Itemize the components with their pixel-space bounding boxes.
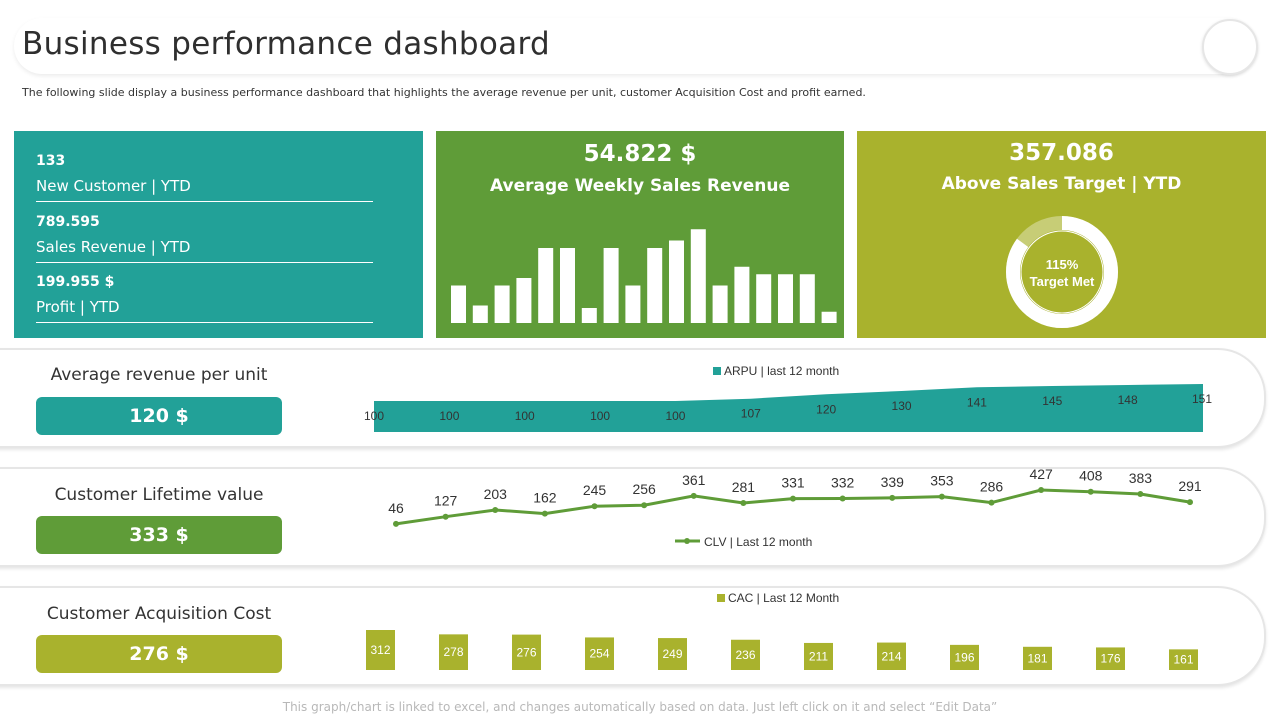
page-title: Business performance dashboard: [22, 26, 550, 62]
arpu-title: Average revenue per unit: [50, 365, 268, 385]
sales-target-value: 357.086: [1009, 140, 1114, 166]
clv-title: Customer Lifetime value: [54, 485, 264, 505]
cac-value-pill: 276 $: [36, 635, 282, 673]
donut-percent: 115%: [1046, 257, 1079, 272]
target-donut-chart: 115% Target Met: [1006, 216, 1118, 328]
donut-arc: [1006, 216, 1118, 328]
clv-value-pill: 333 $: [36, 516, 282, 554]
weekly-sales-bar: [647, 248, 663, 323]
sales-target-panel: 357.086 Above Sales Target | YTD 115% Ta…: [857, 131, 1266, 338]
donut-inner-ring: [1020, 230, 1104, 314]
weekly-sales-value: 54.822 $: [583, 141, 697, 167]
kpi-label: New Customer | YTD: [36, 177, 191, 195]
weekly-sales-bar: [451, 285, 466, 323]
weekly-sales-bar: [778, 274, 793, 323]
donut-caption: Target Met: [1030, 274, 1095, 289]
sales-target-label: Above Sales Target | YTD: [941, 174, 1182, 194]
kpi-value: 133: [36, 153, 66, 169]
page-subtitle: The following slide display a business p…: [22, 86, 866, 99]
weekly-sales-label: Average Weekly Sales Revenue: [489, 176, 791, 196]
weekly-sales-bar: [821, 311, 837, 323]
weekly-sales-bar: [516, 278, 532, 323]
title-decoration-circle: [1202, 19, 1258, 75]
weekly-sales-bar: [756, 274, 772, 323]
weekly-sales-bar: [734, 266, 750, 323]
weekly-sales-bar: [799, 274, 815, 323]
weekly-sales-bar: [712, 285, 728, 323]
weekly-sales-bar: [581, 308, 597, 323]
weekly-sales-bar: [494, 285, 510, 323]
weekly-sales-chart: [451, 229, 837, 323]
kpi-panel: 133 New Customer | YTD 789.595 Sales Rev…: [14, 131, 423, 338]
kpi-new-customer: 133 New Customer | YTD: [36, 153, 373, 202]
weekly-sales-bar: [560, 248, 575, 323]
weekly-sales-bar: [538, 248, 554, 323]
weekly-sales-bar: [625, 285, 641, 323]
kpi-sales-revenue: 789.595 Sales Revenue | YTD: [36, 214, 373, 263]
kpi-label: Profit | YTD: [36, 298, 120, 316]
kpi-value: 199.955 $: [36, 274, 115, 290]
weekly-sales-bar: [669, 240, 684, 323]
kpi-profit: 199.955 $ Profit | YTD: [36, 274, 373, 323]
weekly-sales-panel: 54.822 $ Average Weekly Sales Revenue: [436, 131, 844, 338]
weekly-sales-bar: [690, 229, 706, 323]
title-bar: [14, 18, 1256, 74]
cac-title: Customer Acquisition Cost: [46, 604, 272, 624]
kpi-value: 789.595: [36, 214, 100, 230]
weekly-sales-bar: [472, 305, 488, 323]
weekly-sales-bar: [603, 248, 619, 323]
arpu-value-pill: 120 $: [36, 397, 282, 435]
kpi-label: Sales Revenue | YTD: [36, 238, 191, 256]
footer-note: This graph/chart is linked to excel, and…: [282, 700, 998, 714]
